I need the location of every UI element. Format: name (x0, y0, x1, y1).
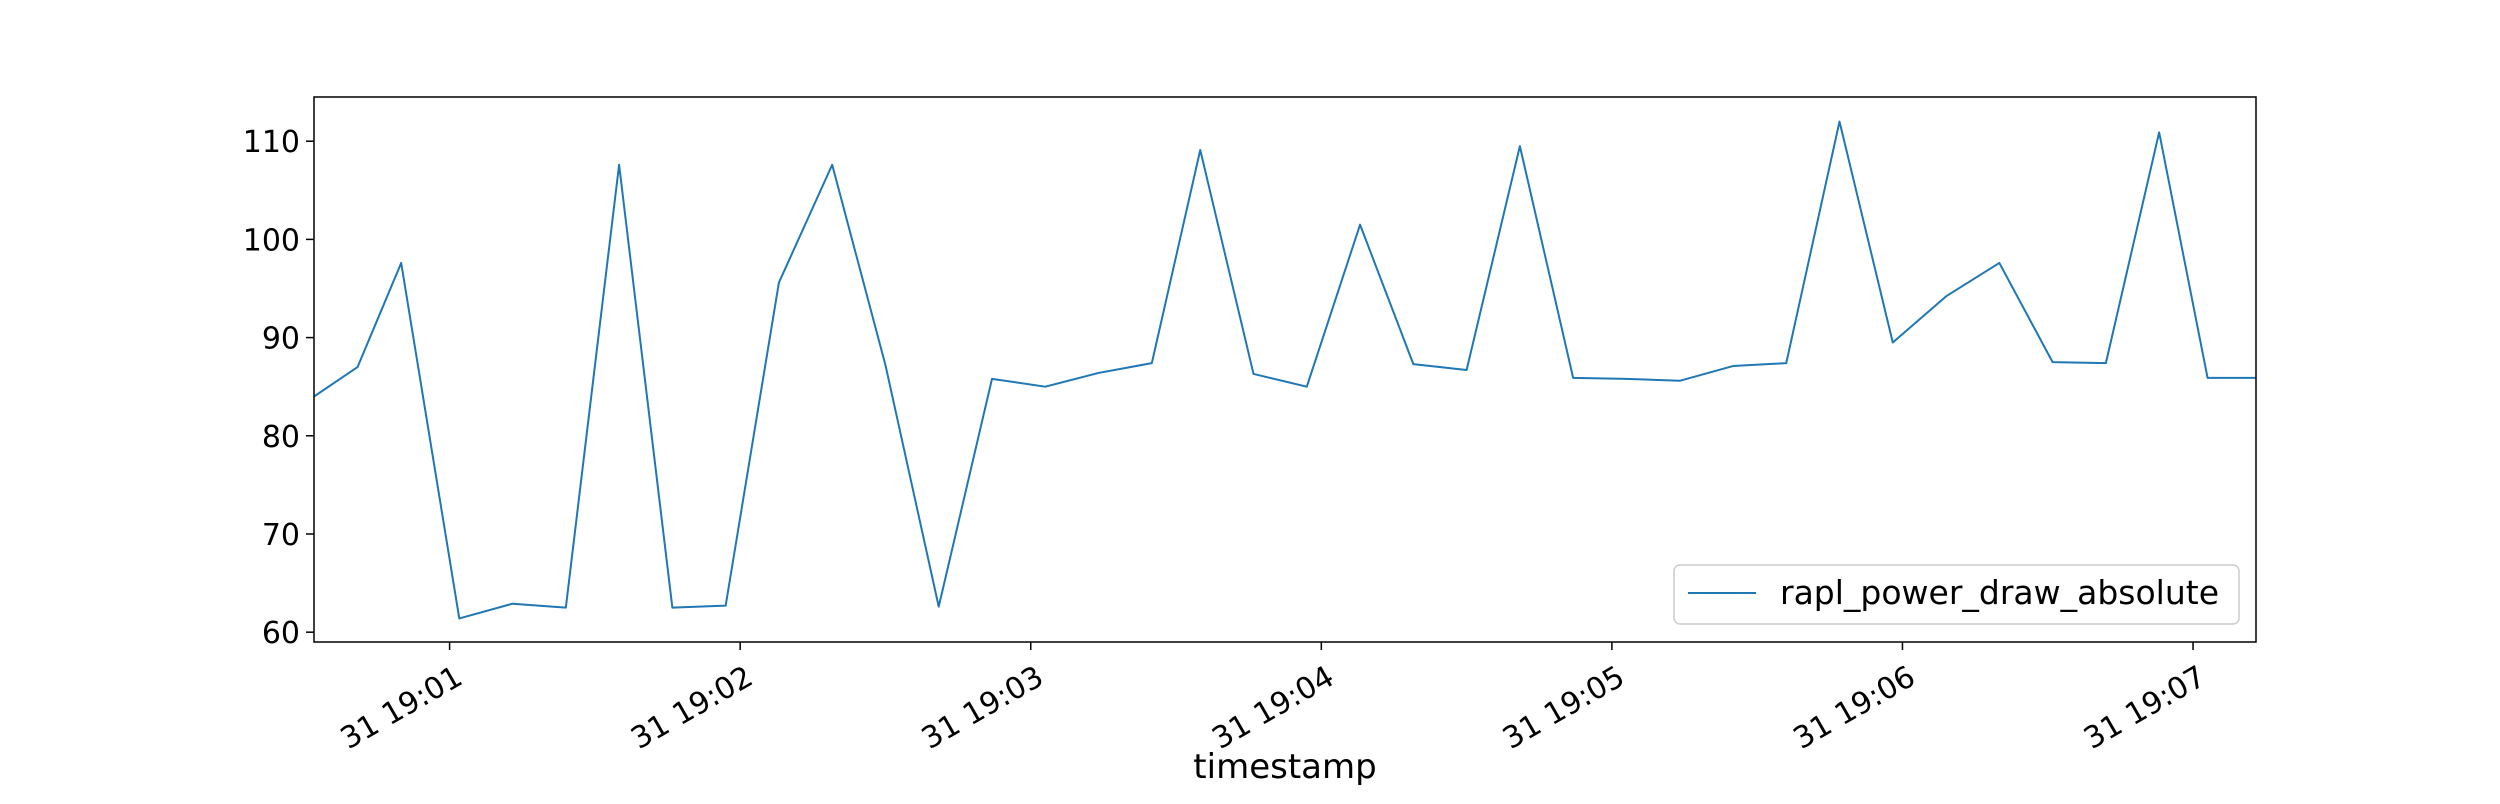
series-line-0 (313, 120, 2256, 620)
x-tick-label: 31 19:06 (1788, 659, 1922, 756)
x-tick-label: 31 19:03 (916, 659, 1050, 756)
y-tick-label: 70 (262, 518, 300, 553)
x-axis: 31 19:01 31 19:02 31 19:03 31 19:04 31 19:05… (335, 642, 2212, 757)
legend: rapl_power_draw_absolute (1673, 564, 2240, 625)
y-tick-label: 60 (262, 616, 300, 651)
y-tick-label: 100 (243, 223, 300, 258)
legend-label: rapl_power_draw_absolute (1780, 573, 2219, 612)
y-tick-label: 80 (262, 420, 300, 455)
x-tick-label: 31 19:07 (2078, 659, 2212, 756)
x-axis-label: timestamp (1193, 747, 1376, 787)
y-tick-label: 90 (262, 322, 300, 357)
x-tick-label: 31 19:01 (335, 659, 469, 756)
x-tick-label: 31 19:02 (625, 659, 759, 756)
legend-box (1673, 564, 2240, 625)
plot-layer (313, 120, 2256, 620)
y-tick-label: 110 (243, 125, 300, 160)
x-tick-label: 31 19:04 (1206, 659, 1340, 756)
x-tick-label: 31 19:05 (1497, 659, 1631, 756)
y-axis: 60 70 80 90 100 110 (243, 125, 314, 651)
plot-area-frame (313, 96, 2257, 643)
